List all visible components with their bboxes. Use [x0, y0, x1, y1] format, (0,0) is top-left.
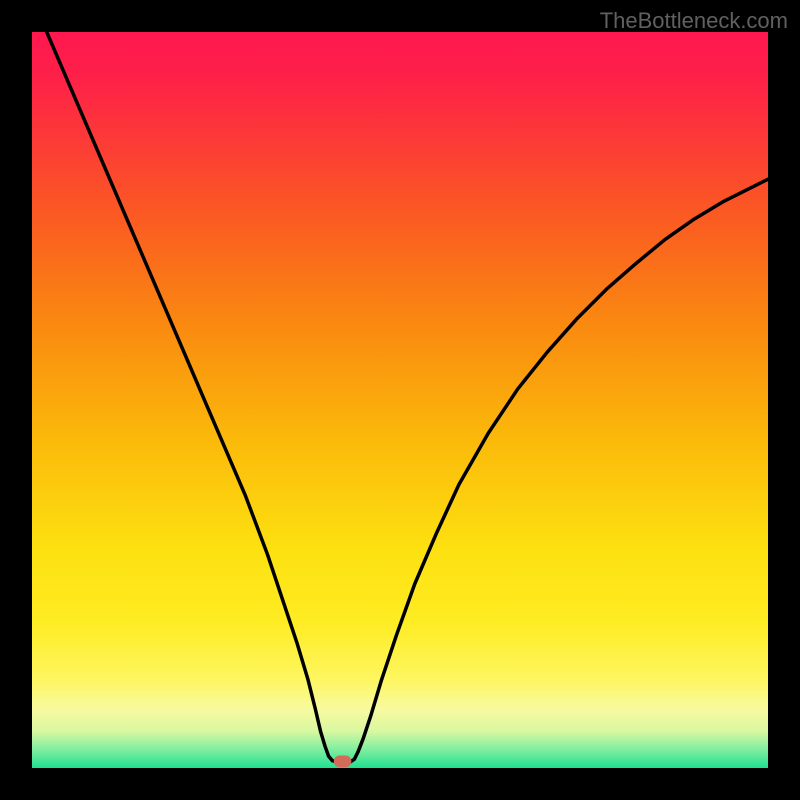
chart-plot-area: [32, 32, 768, 768]
chart-background: [32, 32, 768, 768]
watermark-text: TheBottleneck.com: [600, 8, 788, 34]
chart-svg: [32, 32, 768, 768]
minimum-marker: [334, 755, 352, 767]
